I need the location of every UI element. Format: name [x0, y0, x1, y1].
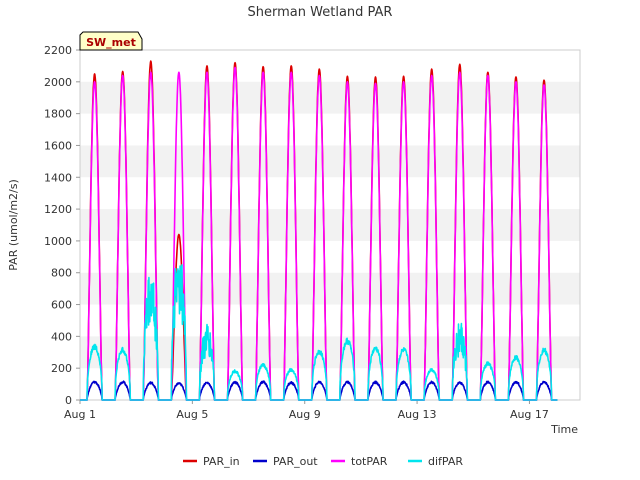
- grid-bands: [80, 81, 580, 369]
- y-tick-label: 2000: [44, 76, 72, 89]
- legend-label: PAR_out: [273, 455, 318, 468]
- y-tick-label: 2200: [44, 44, 72, 57]
- x-tick-label: Aug 17: [510, 408, 549, 421]
- x-tick-label: Aug 5: [176, 408, 208, 421]
- x-tick-label: Aug 1: [64, 408, 96, 421]
- y-tick-label: 1400: [44, 171, 72, 184]
- x-axis: Aug 1 Aug 5 Aug 9 Aug 13 Aug 17: [64, 400, 549, 421]
- series-line-par-out: [80, 380, 558, 401]
- grid-band: [80, 209, 580, 241]
- series-lines: [80, 60, 558, 401]
- y-tick-label: 1200: [44, 203, 72, 216]
- series-line-difpar: [80, 264, 558, 401]
- y-tick-label: 200: [51, 362, 72, 375]
- y-axis: 0 200 400 600 800 1000 1200 1400 1600 1800 2000 220…: [44, 44, 80, 407]
- y-tick-label: 1600: [44, 139, 72, 152]
- station-label: SW_met: [86, 36, 136, 49]
- station-badge: SW_met: [79, 31, 143, 51]
- y-tick-label: 600: [51, 299, 72, 312]
- y-tick-label: 1800: [44, 108, 72, 121]
- y-tick-label: 1000: [44, 235, 72, 248]
- x-tick-label: Aug 13: [398, 408, 437, 421]
- legend-label: difPAR: [428, 455, 463, 468]
- grid-band: [80, 336, 580, 369]
- y-tick-label: 0: [65, 394, 72, 407]
- legend: PAR_in PAR_out totPAR difPAR: [183, 455, 463, 468]
- legend-label: PAR_in: [203, 455, 240, 468]
- x-tick-label: Aug 9: [289, 408, 321, 421]
- y-axis-label: PAR (umol/m2/s): [7, 179, 20, 271]
- y-tick-label: 800: [51, 267, 72, 280]
- x-axis-label: Time: [550, 423, 578, 436]
- chart-title: Sherman Wetland PAR: [248, 5, 393, 20]
- y-tick-label: 400: [51, 330, 72, 343]
- legend-label: totPAR: [351, 455, 388, 468]
- grid-band: [80, 272, 580, 305]
- grid-band: [80, 145, 580, 178]
- grid-band: [80, 81, 580, 114]
- series-line-totpar: [80, 66, 558, 401]
